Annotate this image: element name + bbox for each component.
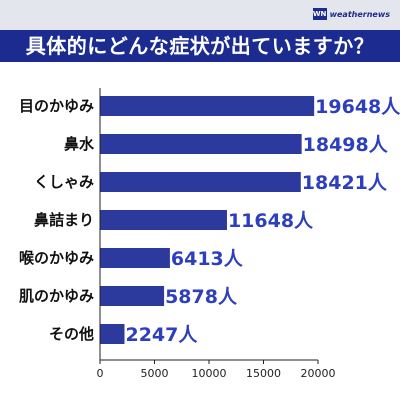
value-label: 5878人 [165, 286, 238, 308]
bar [100, 210, 227, 230]
weathernews-logo: WN weathernews [312, 8, 390, 20]
category-label: 目のかゆみ [19, 97, 94, 115]
category-label: 鼻詰まり [34, 211, 94, 229]
category-label: 鼻水 [64, 135, 95, 153]
value-label: 6413人 [171, 248, 244, 270]
category-label: くしゃみ [34, 173, 94, 191]
value-label: 18421人 [302, 172, 388, 194]
weathernews-logo-text: weathernews [329, 9, 390, 19]
x-tick-label: 5000 [141, 367, 169, 380]
bar [100, 286, 165, 306]
bar [100, 172, 301, 192]
value-label: 18498人 [303, 134, 389, 156]
title-band [0, 30, 400, 62]
category-label: 喉のかゆみ [19, 249, 94, 267]
bar [100, 248, 170, 268]
top-band [0, 0, 400, 30]
bar [100, 324, 125, 344]
x-tick-label: 15000 [246, 367, 281, 380]
chart-title: 具体的にどんな症状が出ていますか？ [25, 34, 375, 58]
category-label: その他 [49, 325, 94, 343]
x-tick-label: 10000 [192, 367, 227, 380]
value-label: 11648人 [228, 210, 314, 232]
bar [100, 134, 302, 154]
value-label: 2247人 [125, 324, 198, 346]
weathernews-logo-icon: WN [312, 8, 327, 20]
x-tick-label: 0 [97, 367, 104, 380]
value-label: 19648人 [315, 96, 400, 118]
bar [100, 96, 315, 116]
category-label: 肌のかゆみ [19, 287, 94, 305]
x-tick-label: 20000 [301, 367, 336, 380]
